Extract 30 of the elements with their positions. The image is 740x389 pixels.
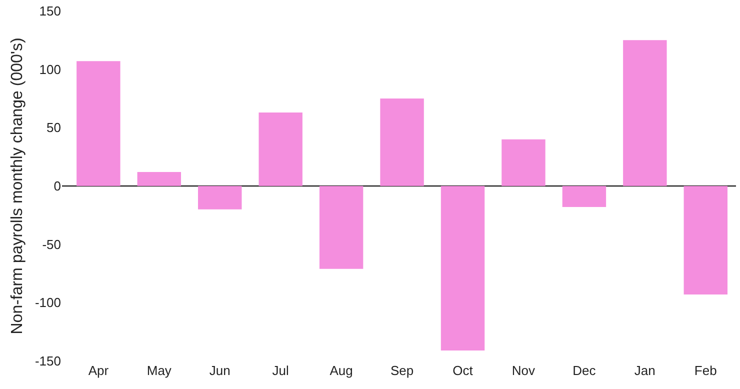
bar [440, 186, 485, 350]
x-tick-label: Oct [452, 363, 474, 378]
bar [684, 186, 728, 294]
bar [258, 112, 302, 186]
bar [562, 186, 606, 207]
bar [76, 61, 120, 186]
bar [623, 40, 667, 186]
y-tick-label: 0 [54, 178, 61, 194]
bar [198, 186, 242, 210]
x-tick-label: Dec [572, 363, 596, 378]
y-tick-label: 100 [39, 62, 61, 77]
x-tick-label: Aug [330, 363, 353, 378]
bar [319, 186, 364, 269]
y-tick-label: -150 [34, 354, 61, 369]
x-tick-label: May [146, 363, 172, 378]
x-tick-label: Feb [694, 363, 717, 378]
bar [137, 172, 182, 186]
y-tick-label: -100 [34, 295, 61, 310]
y-tick-label: 50 [46, 120, 61, 136]
x-tick-label: Nov [512, 363, 536, 378]
y-tick-label: -50 [42, 236, 61, 252]
x-tick-label: Sep [390, 363, 414, 378]
x-tick-label: Apr [88, 363, 110, 378]
y-axis-title: Non-farm payrolls monthly change (000's) [8, 38, 26, 334]
x-tick-label: Jan [634, 363, 656, 378]
bar [380, 98, 424, 186]
x-tick-label: Jun [209, 363, 230, 378]
y-tick-label: 150 [39, 4, 61, 19]
bar [502, 139, 546, 186]
x-tick-label: Jul [272, 363, 290, 378]
